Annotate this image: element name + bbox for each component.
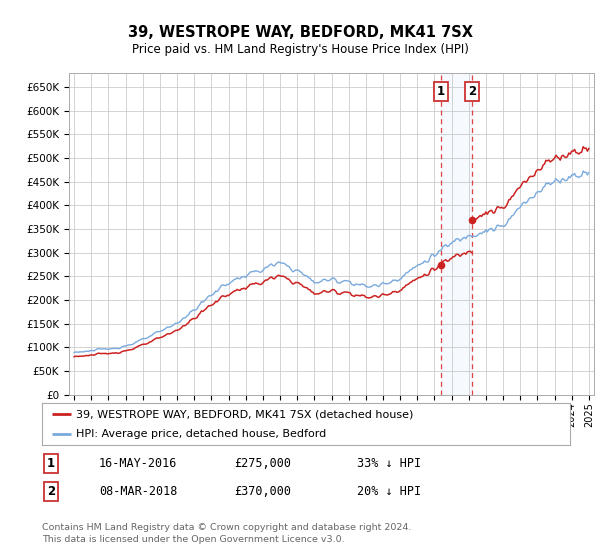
Text: £275,000: £275,000 [234,457,291,470]
Text: 1: 1 [47,457,55,470]
Bar [441,73,472,395]
Text: 20% ↓ HPI: 20% ↓ HPI [357,485,421,498]
Text: £370,000: £370,000 [234,485,291,498]
Text: 1: 1 [437,85,445,98]
Text: 2: 2 [468,85,476,98]
Text: Contains HM Land Registry data © Crown copyright and database right 2024.: Contains HM Land Registry data © Crown c… [42,523,412,532]
Text: 16-MAY-2016: 16-MAY-2016 [99,457,178,470]
Text: This data is licensed under the Open Government Licence v3.0.: This data is licensed under the Open Gov… [42,535,344,544]
Text: 33% ↓ HPI: 33% ↓ HPI [357,457,421,470]
Text: HPI: Average price, detached house, Bedford: HPI: Average price, detached house, Bedf… [76,429,326,438]
Text: 39, WESTROPE WAY, BEDFORD, MK41 7SX: 39, WESTROPE WAY, BEDFORD, MK41 7SX [128,25,473,40]
Text: 39, WESTROPE WAY, BEDFORD, MK41 7SX (detached house): 39, WESTROPE WAY, BEDFORD, MK41 7SX (det… [76,409,413,419]
Text: Price paid vs. HM Land Registry's House Price Index (HPI): Price paid vs. HM Land Registry's House … [131,43,469,56]
Text: 08-MAR-2018: 08-MAR-2018 [99,485,178,498]
Text: 2: 2 [47,485,55,498]
